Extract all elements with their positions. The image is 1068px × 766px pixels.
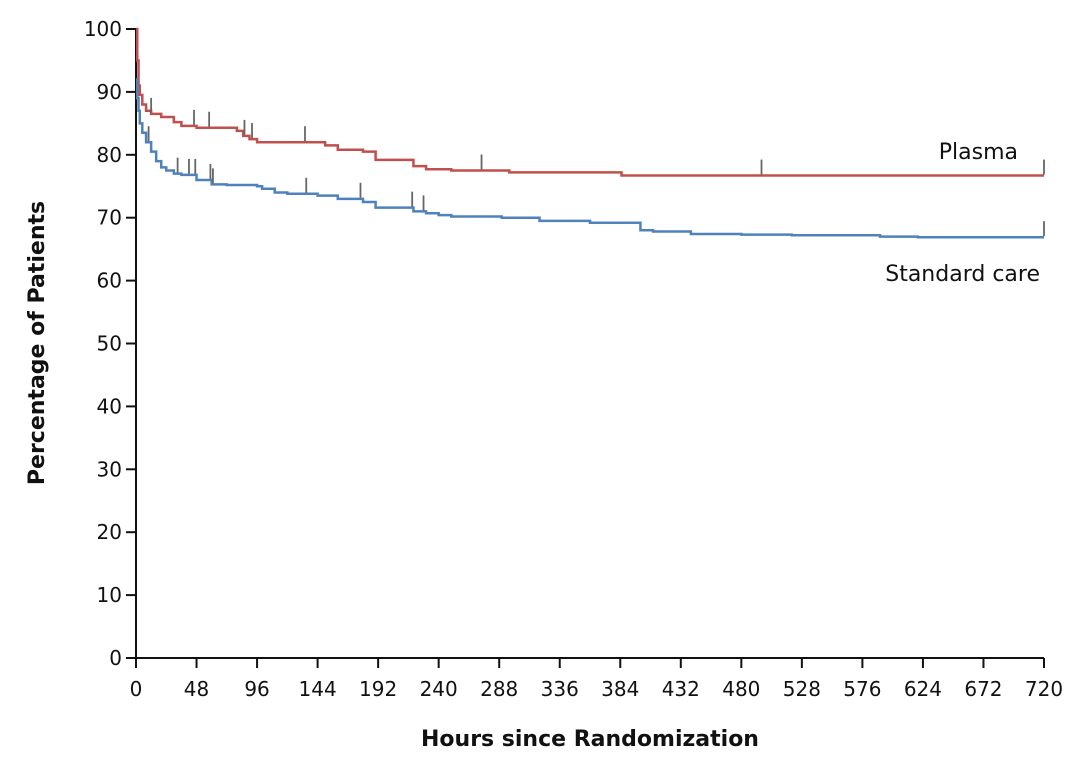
y-tick-label: 50 <box>97 332 122 356</box>
y-tick-label: 60 <box>97 269 122 293</box>
series-layer <box>136 27 1044 239</box>
y-tick-label: 100 <box>84 17 122 41</box>
x-tick-label: 96 <box>244 677 269 701</box>
y-axis: 0 10 20 30 40 50 60 70 80 90 100 <box>84 17 137 670</box>
x-tick-label: 48 <box>184 677 209 701</box>
y-tick-label: 70 <box>97 206 122 230</box>
y-tick-label: 90 <box>97 80 122 104</box>
y-tick-label: 40 <box>97 394 122 418</box>
x-tick-label: 288 <box>480 677 518 701</box>
y-axis-title: Percentage of Patients <box>25 201 50 485</box>
series-line-standard-care <box>136 78 1044 239</box>
y-tick-label: 10 <box>97 583 122 607</box>
x-tick-label: 240 <box>420 677 458 701</box>
censor-marks <box>147 97 1045 237</box>
y-tick-label: 30 <box>97 457 122 481</box>
x-tick-label: 720 <box>1025 677 1063 701</box>
series-label-standard-care: Standard care <box>885 262 1040 287</box>
x-tick-label: 528 <box>783 677 821 701</box>
x-tick-label: 144 <box>299 677 337 701</box>
y-tick-label: 20 <box>97 520 122 544</box>
x-axis: 0 48 96 144 192 240 288 336 384 432 480 528 576 624 67… <box>130 657 1063 701</box>
x-tick-label: 576 <box>843 677 881 701</box>
x-tick-label: 336 <box>541 677 579 701</box>
x-tick-label: 672 <box>964 677 1002 701</box>
series-label-plasma: Plasma <box>939 140 1018 165</box>
x-tick-label: 192 <box>359 677 397 701</box>
x-tick-label: 624 <box>904 677 942 701</box>
x-tick-label: 480 <box>722 677 760 701</box>
x-tick-label: 384 <box>601 677 639 701</box>
series-line-plasma <box>136 27 1044 177</box>
y-tick-label: 0 <box>109 646 122 670</box>
x-tick-label: 432 <box>662 677 700 701</box>
x-axis-title: Hours since Randomization <box>421 727 759 752</box>
y-tick-label: 80 <box>97 143 122 167</box>
x-tick-label: 0 <box>130 677 143 701</box>
